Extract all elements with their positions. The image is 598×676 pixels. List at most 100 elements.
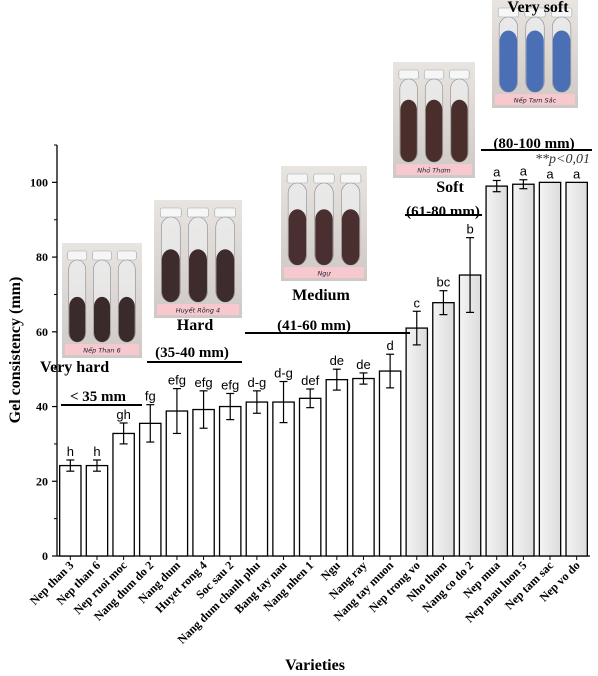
tube-cap	[286, 173, 308, 184]
tube-cap	[398, 69, 419, 80]
tube-gel	[315, 209, 333, 265]
tube-cap	[340, 173, 362, 184]
tube-gel	[69, 296, 86, 342]
tube-gel	[400, 99, 417, 162]
group-range: (41-60 mm)	[277, 318, 351, 334]
sample-photos: Nếp Than 6 Huyết Rồng 4 Ngự Nhỏ Thơm Nếp Tam…	[62, 0, 578, 358]
tube-gel	[425, 99, 443, 162]
bar	[405, 327, 429, 557]
bar	[85, 464, 109, 557]
bar	[352, 377, 375, 557]
tube-gel	[526, 30, 544, 92]
tube-gel	[499, 30, 518, 92]
photo-label-strip	[495, 94, 575, 105]
photo-label: Nếp Than 6	[83, 347, 120, 355]
x-axis-label: Varieties	[285, 657, 345, 674]
tube-gel	[451, 99, 468, 162]
p-value-annotation: **p<0,01	[535, 152, 590, 167]
bar	[485, 185, 509, 557]
bar	[138, 422, 162, 557]
tube-gel	[288, 209, 307, 265]
significance-label: efg	[221, 377, 239, 392]
significance-label: def	[301, 373, 319, 388]
photo-label-strip	[65, 344, 139, 355]
significance-label: a	[493, 164, 501, 179]
sample-photo: Huyết Rồng 4	[154, 200, 242, 318]
tube-gel	[118, 296, 135, 342]
significance-label: d-g	[247, 375, 266, 390]
bar	[512, 183, 535, 557]
bar	[298, 397, 322, 557]
group-range: (80-100 mm)	[493, 136, 574, 152]
sample-photo: Ngự	[281, 166, 367, 281]
bar	[59, 464, 82, 557]
tube-cap	[449, 69, 470, 80]
y-tick-label: 20	[36, 474, 48, 488]
group-name: Very hard	[40, 359, 109, 376]
bar	[192, 408, 215, 557]
sample-photo: Nhỏ Thơm	[393, 62, 475, 178]
bar	[325, 378, 349, 557]
bar	[458, 274, 482, 557]
tube-gel	[189, 249, 207, 302]
y-tick-label: 40	[36, 400, 48, 414]
photo-label-strip	[284, 267, 364, 278]
significance-label: d	[387, 338, 394, 353]
bar	[245, 401, 269, 557]
y-tick-label: 60	[36, 325, 48, 339]
significance-label: b	[466, 222, 473, 237]
photo-label-strip	[157, 304, 239, 315]
tube-cap	[92, 250, 112, 261]
group-range: < 35 mm	[70, 389, 127, 405]
photo-label: Huyết Rồng 4	[176, 307, 220, 315]
tube-gel	[216, 249, 235, 302]
bar	[218, 405, 242, 557]
significance-label: efg	[195, 375, 213, 390]
y-tick-label: 0	[42, 549, 48, 563]
tube-cap	[187, 207, 209, 218]
group-name: Medium	[292, 287, 350, 304]
tube-cap	[313, 173, 335, 184]
sample-photo: Nếp Than 6	[62, 243, 142, 358]
bar	[112, 432, 135, 557]
sample-photo: Nếp Tam Sắc	[492, 0, 578, 108]
significance-label: c	[414, 295, 421, 310]
bar	[565, 181, 588, 557]
group-name: Hard	[177, 317, 214, 334]
bar	[272, 401, 295, 557]
significance-label: efg	[168, 373, 186, 388]
tube-cap	[423, 69, 445, 80]
group-range: (61-80 mm)	[406, 204, 480, 220]
annotations: Very hard < 35 mm Hard (35-40 mm) Medium (41-…	[40, 0, 592, 406]
bar	[378, 370, 402, 557]
significance-label: a	[546, 166, 554, 181]
significance-label: de	[356, 357, 370, 372]
photo-label: Ngự	[317, 270, 331, 278]
significance-label: h	[67, 444, 74, 459]
tube-cap	[159, 207, 182, 218]
significance-label: a	[520, 164, 528, 179]
bar	[538, 181, 562, 557]
group-range: (35-40 mm)	[155, 345, 229, 361]
tube-gel	[341, 209, 360, 265]
significance-label: h	[93, 444, 100, 459]
tube-cap	[116, 250, 137, 261]
y-tick-label: 80	[36, 250, 48, 264]
group-name: Soft	[436, 179, 464, 196]
significance-label: d-g	[274, 366, 293, 381]
tube-cap	[214, 207, 237, 218]
tube-gel	[552, 30, 571, 92]
tube-cap	[67, 250, 88, 261]
y-axis-label: Gel consistency (mm)	[7, 277, 24, 424]
significance-label: bc	[437, 275, 451, 290]
y-tick-label: 100	[30, 175, 48, 189]
significance-label: de	[330, 353, 344, 368]
photo-label-strip	[396, 164, 472, 175]
tube-gel	[93, 296, 111, 342]
bar	[432, 302, 455, 557]
photo-label: Nếp Tam Sắc	[514, 97, 557, 105]
photo-label: Nhỏ Thơm	[417, 167, 450, 175]
group-name: Very soft	[507, 0, 569, 16]
tube-gel	[161, 249, 180, 302]
